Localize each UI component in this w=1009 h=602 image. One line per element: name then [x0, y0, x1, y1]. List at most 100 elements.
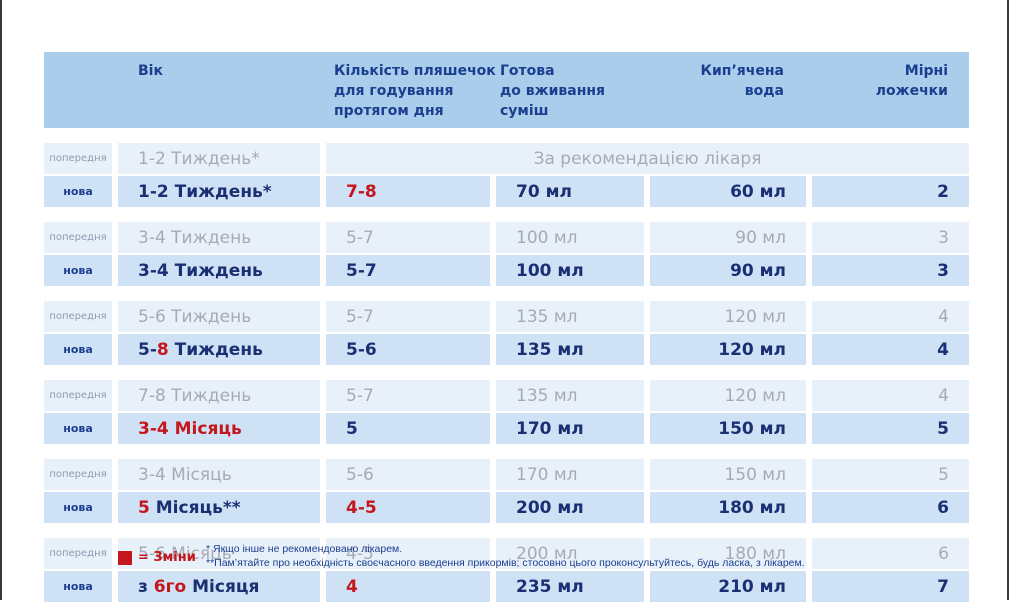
window-border-left — [0, 0, 2, 600]
age-cell: 3-4 Місяць — [138, 464, 232, 485]
row-tag-new: нова — [44, 492, 112, 523]
ready-formula-cell: 135 мл — [516, 339, 584, 360]
boiled-water-cell: 180 мл — [724, 543, 786, 564]
row-tag-new: нова — [44, 176, 112, 207]
changes-legend: = Зміни — [118, 550, 196, 565]
bottle-count-cell: 5-7 — [346, 260, 377, 281]
age-group: попередня 5-6 Місяць 4-5 200 мл 180 мл 6… — [44, 538, 969, 602]
age-cell: з 6 го Місяця — [118, 571, 320, 602]
header-boiled-water: Кип’ячена вода — [700, 63, 784, 99]
age-group: попередня 3-4 Тиждень 5-7 100 мл 90 мл 3… — [44, 222, 969, 286]
age-changed-part: 5 — [138, 497, 150, 518]
ready-formula-cell: 170 мл — [516, 418, 584, 439]
legend-label: = Зміни — [138, 550, 196, 565]
boiled-water-cell: 120 мл — [724, 306, 786, 327]
bottle-count-cell: 4-5 — [346, 497, 377, 518]
age-changed-part: 8 — [156, 339, 169, 360]
age-cell: 5- 8 Тиждень — [118, 334, 320, 365]
table-row-new: нова 3-4 Тиждень 5-7 100 мл 90 мл 3 — [44, 255, 969, 286]
age-cell: 5-6 Тиждень — [138, 306, 252, 327]
window-border-right — [1007, 0, 1009, 600]
spoons-cell: 4 — [938, 306, 949, 327]
table-header: Вік Кількість пляшечок для годування про… — [44, 52, 969, 128]
header-bottle-count: Кількість пляшечок для годування протяго… — [334, 63, 496, 119]
header-ready-formula: Готова до вживання суміш — [500, 63, 606, 119]
age-cell: 7-8 Тиждень — [138, 385, 252, 406]
table-row-new: нова 5- 8 Тиждень 5-6 135 мл 120 мл 4 — [44, 334, 969, 365]
boiled-water-cell: 120 мл — [718, 339, 786, 360]
bottle-count-cell: 4 — [346, 576, 358, 597]
bottle-count-cell: 4-5 — [346, 543, 374, 564]
bottle-count-cell: 5-7 — [346, 227, 374, 248]
legend-swatch — [118, 550, 132, 565]
boiled-water-cell: 210 мл — [718, 576, 786, 597]
table-row-previous: попередня 7-8 Тиждень 5-7 135 мл 120 мл … — [44, 380, 969, 411]
ready-formula-cell: 200 мл — [516, 543, 578, 564]
table-row-previous: попередня 3-4 Тиждень 5-7 100 мл 90 мл 3 — [44, 222, 969, 253]
age-part: з — [138, 576, 154, 597]
boiled-water-cell: 90 мл — [730, 260, 786, 281]
row-tag-previous: попередня — [44, 459, 112, 490]
spoons-cell: 5 — [937, 418, 949, 439]
table-row-previous: попередня 5-6 Тиждень 5-7 135 мл 120 мл … — [44, 301, 969, 332]
ready-formula-cell: 200 мл — [516, 497, 584, 518]
spoons-cell: 3 — [938, 227, 949, 248]
table-row-previous: попередня 5-6 Місяць 4-5 200 мл 180 мл 6 — [44, 538, 969, 569]
spoons-cell: 3 — [937, 260, 949, 281]
age-part: 5- — [138, 339, 157, 360]
bottle-count-cell: 5-6 — [346, 339, 377, 360]
age-cell: 5 Місяць** — [118, 492, 320, 523]
footnotes: * Якщо інше не рекомендовано лікарем. **… — [206, 542, 805, 570]
age-group: попередня 5-6 Тиждень 5-7 135 мл 120 мл … — [44, 301, 969, 365]
feeding-table: Вік Кількість пляшечок для годування про… — [44, 52, 969, 602]
doctor-recommendation-cell: За рекомендацією лікаря — [533, 148, 762, 169]
ready-formula-cell: 70 мл — [516, 181, 572, 202]
boiled-water-cell: 150 мл — [724, 464, 786, 485]
row-tag-new: нова — [44, 255, 112, 286]
spoons-cell: 6 — [938, 543, 949, 564]
age-cell: 1-2 Тиждень* — [138, 181, 272, 202]
boiled-water-cell: 150 мл — [718, 418, 786, 439]
row-tag-previous: попередня — [44, 380, 112, 411]
row-tag-previous: попередня — [44, 143, 112, 174]
bottle-count-cell: 5-6 — [346, 464, 374, 485]
table-row-previous: попередня 3-4 Місяць 5-6 170 мл 150 мл 5 — [44, 459, 969, 490]
ready-formula-cell: 100 мл — [516, 260, 584, 281]
spoons-cell: 4 — [938, 385, 949, 406]
row-tag-previous: попередня — [44, 222, 112, 253]
table-row-new: нова 5 Місяць** 4-5 200 мл 180 мл 6 — [44, 492, 969, 523]
age-cell: 3-4 Тиждень — [138, 260, 263, 281]
row-tag-new: нова — [44, 413, 112, 444]
age-part: Місяця — [186, 576, 260, 597]
spoons-cell: 6 — [937, 497, 949, 518]
table-row-previous: попередня 1-2 Тиждень* За рекомендацією … — [44, 143, 969, 174]
ready-formula-cell: 235 мл — [516, 576, 584, 597]
table-row-new: нова 3-4 Місяць 5 170 мл 150 мл 5 — [44, 413, 969, 444]
boiled-water-cell: 180 мл — [718, 497, 786, 518]
age-changed-part: 6 — [153, 576, 166, 597]
boiled-water-cell: 60 мл — [730, 181, 786, 202]
table-row-new: нова 1-2 Тиждень* 7-8 70 мл 60 мл 2 — [44, 176, 969, 207]
age-group: попередня 3-4 Місяць 5-6 170 мл 150 мл 5… — [44, 459, 969, 523]
ready-formula-cell: 135 мл — [516, 385, 578, 406]
bottle-count-cell: 5-7 — [346, 306, 374, 327]
boiled-water-cell: 90 мл — [735, 227, 786, 248]
header-measuring-spoons: Мірні ложечки — [875, 63, 948, 99]
spoons-cell: 2 — [937, 181, 949, 202]
ready-formula-cell: 170 мл — [516, 464, 578, 485]
header-age: Вік — [138, 63, 163, 79]
spoons-cell: 5 — [938, 464, 949, 485]
ready-formula-cell: 100 мл — [516, 227, 578, 248]
age-part: Тиждень — [168, 339, 263, 360]
footnote-1: * Якщо інше не рекомендовано лікарем. — [206, 543, 403, 555]
bottle-count-cell: 5-7 — [346, 385, 374, 406]
age-group: попередня 7-8 Тиждень 5-7 135 мл 120 мл … — [44, 380, 969, 444]
bottle-count-cell: 7-8 — [346, 181, 377, 202]
age-cell: 3-4 Місяць — [138, 418, 242, 439]
age-cell: 5-6 Місяць — [138, 543, 232, 564]
ready-formula-cell: 135 мл — [516, 306, 578, 327]
table-row-new: нова з 6 го Місяця 4 235 мл 210 мл 7 — [44, 571, 969, 602]
row-tag-previous: попередня — [44, 538, 112, 569]
age-group: попередня 1-2 Тиждень* За рекомендацією … — [44, 143, 969, 207]
age-cell: 1-2 Тиждень* — [138, 148, 260, 169]
